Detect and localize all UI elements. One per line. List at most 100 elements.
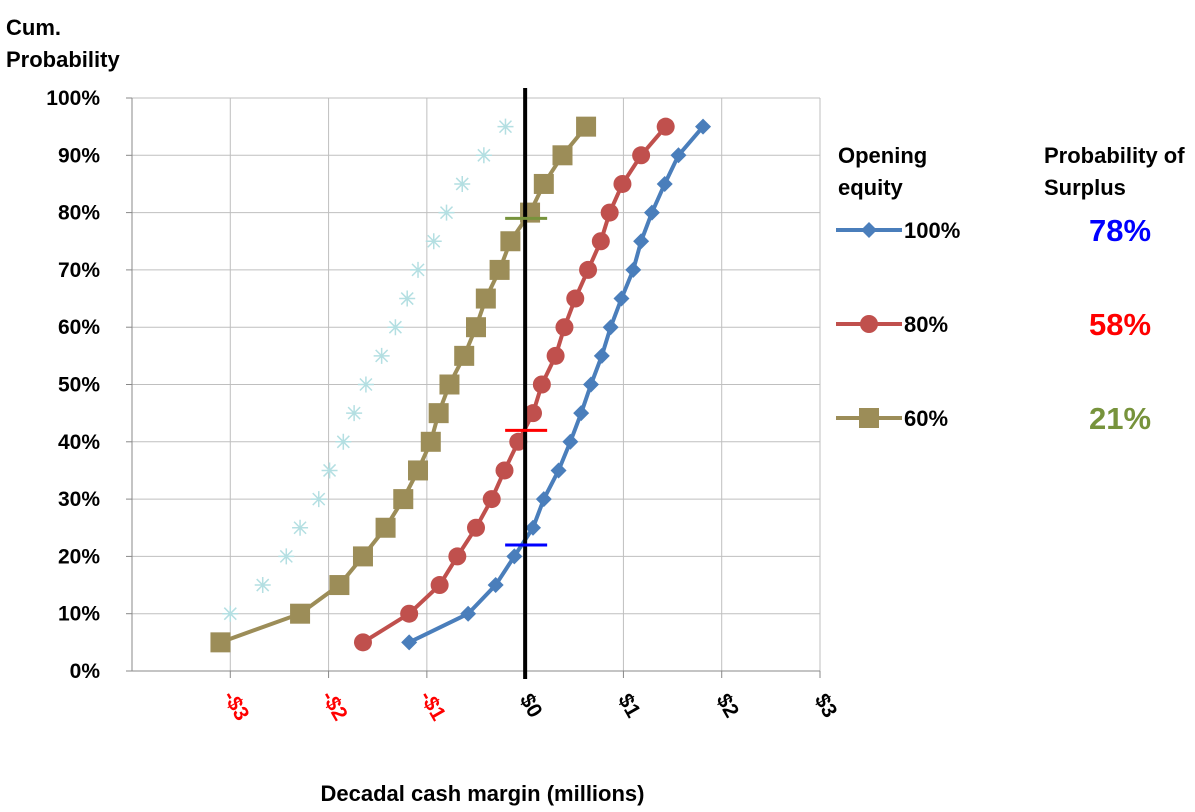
point xyxy=(254,577,271,594)
point xyxy=(695,118,712,135)
point xyxy=(290,603,311,624)
point xyxy=(278,548,295,565)
legend-label: 80% xyxy=(904,312,948,337)
point xyxy=(222,605,239,622)
point xyxy=(329,575,350,596)
point xyxy=(487,577,504,594)
summary-title: Probability of Surplus xyxy=(1044,143,1185,200)
y-tick-label: 10% xyxy=(58,603,100,626)
point xyxy=(401,634,418,651)
point xyxy=(393,489,414,510)
point xyxy=(321,462,338,479)
point xyxy=(357,376,374,393)
point xyxy=(497,118,514,135)
point xyxy=(550,462,567,479)
point xyxy=(593,347,610,364)
point xyxy=(430,576,449,595)
point xyxy=(420,431,441,452)
y-tick-label: 0% xyxy=(70,660,101,683)
point xyxy=(454,345,475,366)
y-tick-label: 40% xyxy=(58,431,100,454)
point xyxy=(399,290,416,307)
point xyxy=(448,547,467,566)
point xyxy=(860,315,878,333)
point xyxy=(566,289,585,308)
y-axis-title: Cum. Probability xyxy=(6,15,120,72)
point xyxy=(387,319,404,336)
x-tick-label: $0 xyxy=(515,690,547,722)
x-axis-title: Decadal cash margin (millions) xyxy=(320,781,645,806)
point xyxy=(475,147,492,164)
y-tick-label: 90% xyxy=(58,144,100,167)
point xyxy=(467,518,485,537)
point xyxy=(410,261,427,278)
point xyxy=(613,174,632,193)
x-tick-label: $2 xyxy=(712,690,744,722)
point xyxy=(439,374,460,395)
point xyxy=(482,490,501,509)
point xyxy=(425,233,442,250)
point xyxy=(600,203,619,222)
point xyxy=(859,408,879,428)
surplus-value: 21% xyxy=(1089,401,1151,436)
legend-label: 60% xyxy=(904,406,948,431)
point xyxy=(509,432,528,451)
y-tick-label: 70% xyxy=(58,259,100,282)
point xyxy=(524,404,543,423)
point xyxy=(591,232,610,251)
point xyxy=(353,633,372,652)
y-tick-label: 80% xyxy=(58,202,100,225)
point xyxy=(579,260,598,279)
point xyxy=(535,491,552,508)
y-tick-label: 100% xyxy=(46,87,100,110)
point xyxy=(546,346,565,365)
point xyxy=(475,288,496,309)
point xyxy=(373,347,390,364)
point xyxy=(525,519,542,536)
y-tick-label: 50% xyxy=(58,374,100,397)
point xyxy=(643,204,660,221)
point xyxy=(346,405,363,422)
point xyxy=(632,146,651,165)
point xyxy=(656,175,673,192)
y-tick-label: 30% xyxy=(58,488,100,511)
point xyxy=(335,433,352,450)
point xyxy=(573,405,590,422)
point xyxy=(460,605,477,622)
point xyxy=(495,461,514,480)
point xyxy=(625,261,642,278)
point xyxy=(633,233,650,250)
point xyxy=(310,491,327,508)
point xyxy=(506,548,523,565)
point xyxy=(555,318,574,337)
x-tick-label: -$3 xyxy=(218,687,253,725)
point xyxy=(532,375,551,394)
point xyxy=(670,147,687,164)
x-tick-label: $1 xyxy=(613,690,645,722)
point xyxy=(602,319,619,336)
surplus-value: 58% xyxy=(1089,307,1151,342)
surplus-value: 78% xyxy=(1089,213,1151,248)
point xyxy=(466,317,486,338)
legend-label: 100% xyxy=(904,218,960,243)
point xyxy=(489,259,510,280)
y-tick-label: 60% xyxy=(58,316,100,339)
point xyxy=(400,604,419,623)
y-tick-label: 20% xyxy=(58,545,100,568)
point xyxy=(613,290,630,307)
x-tick-label: -$1 xyxy=(415,687,450,725)
point xyxy=(375,517,396,538)
x-tick-label: -$2 xyxy=(317,687,352,725)
point xyxy=(552,145,573,166)
x-tick-label: $3 xyxy=(810,690,842,722)
point xyxy=(500,231,521,252)
point xyxy=(656,117,675,136)
point xyxy=(582,376,599,393)
point xyxy=(292,519,309,536)
point xyxy=(576,116,597,137)
point xyxy=(454,175,471,192)
legend-title: Opening equity xyxy=(838,143,928,200)
point xyxy=(438,204,455,221)
